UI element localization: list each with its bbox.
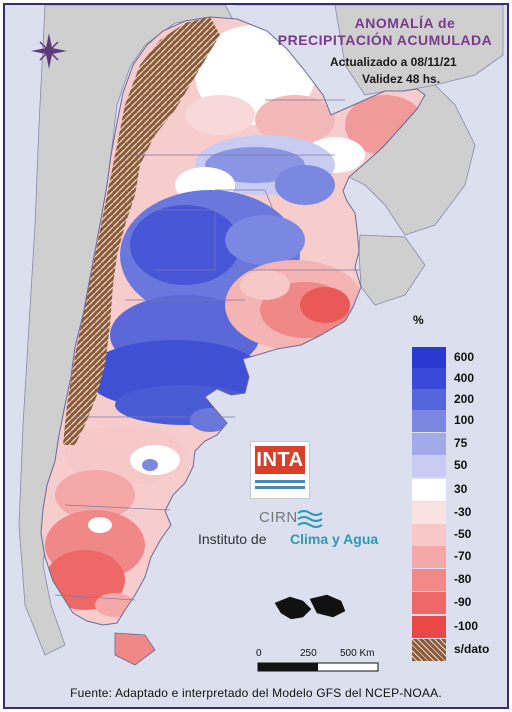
source-note: Fuente: Adaptado e interpretado del Mode… (70, 686, 442, 700)
legend-swatch (412, 433, 446, 455)
legend-label: -50 (454, 527, 472, 541)
scale-label-0: 0 (256, 648, 262, 659)
legend-swatch (412, 368, 446, 390)
legend-label: 50 (454, 458, 468, 472)
tierra-del-fuego (114, 632, 156, 666)
legend-swatch (412, 389, 446, 411)
legend-label: s/dato (454, 642, 490, 656)
legend-swatch (412, 616, 446, 638)
legend-swatch (412, 347, 446, 369)
title-line-2: PRECIPITACIÓN ACUMULADA (277, 32, 493, 48)
institute-label-b: Clima y Agua (290, 531, 379, 547)
legend-label: 400 (454, 371, 475, 385)
water-waves-icon (297, 510, 323, 528)
neighbor-countries (18, 5, 504, 656)
scale-label-500: 500 Km (340, 648, 375, 659)
scale-bar (257, 662, 379, 672)
cirn-label: CIRN (259, 509, 298, 526)
legend-label: -100 (454, 619, 479, 633)
legend-unit: % (413, 313, 424, 327)
precipitation-anomaly-map (5, 5, 507, 707)
legend-swatch (412, 592, 446, 614)
updated-date: Actualizado a 08/11/21 (330, 55, 457, 69)
legend-label: 30 (454, 482, 468, 496)
legend-label: -90 (454, 595, 472, 609)
legend-swatch (412, 455, 446, 477)
malvinas-islands (274, 594, 346, 620)
legend-swatch (412, 546, 446, 568)
map-frame: ANOMALÍA de PRECIPITACIÓN ACUMULADA Actu… (3, 3, 509, 709)
legend-swatch (412, 524, 446, 546)
compass-rose-icon (31, 33, 67, 69)
legend-label: -80 (454, 572, 472, 586)
legend-label: 200 (454, 392, 475, 406)
legend-label: 600 (454, 350, 475, 364)
inta-logo-text: INTA (255, 446, 305, 474)
legend-swatch (412, 479, 446, 501)
legend-swatch (412, 410, 446, 432)
legend-label: 100 (454, 413, 475, 427)
legend-label: -30 (454, 505, 472, 519)
legend-swatch (412, 502, 446, 524)
legend-swatch (412, 569, 446, 591)
legend-label: 75 (454, 436, 468, 450)
title-line-1: ANOMALÍA de (354, 15, 456, 31)
institute-label-a: Instituto de (198, 531, 267, 547)
validity-text: Validez 48 hs. (362, 72, 441, 86)
province-borders (54, 99, 360, 601)
scale-label-250: 250 (300, 648, 317, 659)
inta-logo: INTA (250, 441, 310, 499)
legend-label: -70 (454, 549, 472, 563)
legend-swatch (412, 639, 446, 661)
